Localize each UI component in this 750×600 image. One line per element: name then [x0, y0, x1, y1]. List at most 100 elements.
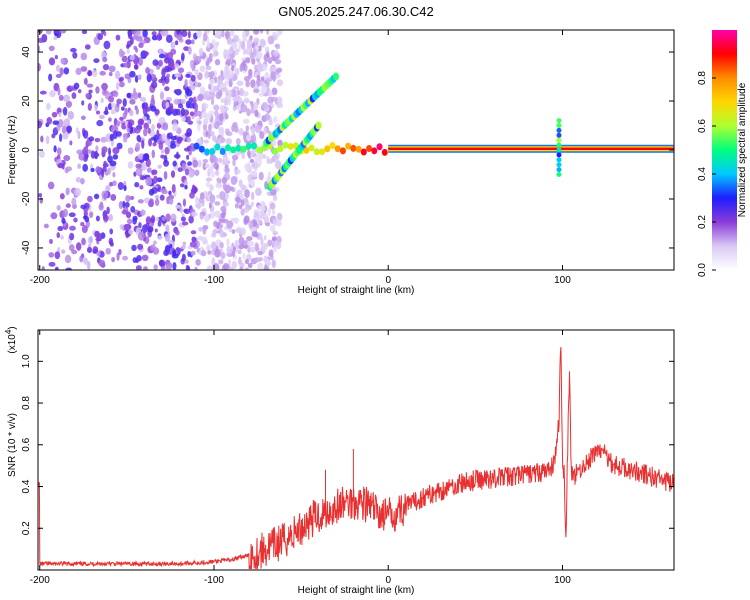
- spike-cell: [556, 152, 562, 158]
- spectrogram-noise-cell: [226, 36, 233, 45]
- spectrogram-noise-cell: [240, 208, 245, 216]
- spectrogram-noise-cell: [57, 162, 64, 169]
- spectrogram-noise-cell: [251, 160, 258, 170]
- spectrogram-noise-cell: [224, 156, 229, 166]
- spectrogram-noise-cell: [82, 163, 88, 172]
- spectrogram-noise-cell: [69, 140, 73, 146]
- spectrogram-noise-cell: [177, 67, 185, 74]
- spectrogram-noise-cell: [247, 262, 253, 269]
- spectrogram-noise-cell: [174, 63, 180, 69]
- spectrogram-noise-cell: [110, 194, 117, 201]
- spectrogram-noise-cell: [123, 223, 130, 231]
- spectrogram-noise-cell: [69, 232, 75, 241]
- spectrogram-noise-cell: [65, 203, 71, 208]
- svg-text:(x104): (x104): [4, 326, 18, 353]
- spectrogram-noise-cell: [264, 113, 271, 121]
- spectrogram-noise-cell: [122, 98, 127, 107]
- spectrogram-noise-cell: [137, 231, 145, 241]
- spectrogram-noise-cell: [199, 213, 204, 220]
- spectrogram-noise-cell: [252, 133, 257, 143]
- spectrogram-noise-cell: [143, 128, 148, 137]
- spectrogram-noise-cell: [215, 91, 222, 100]
- central-band-cell: [324, 145, 331, 153]
- spectrogram-noise-cell: [108, 65, 116, 73]
- spectrogram-noise-cell: [205, 181, 211, 188]
- spectrogram-noise-cell: [203, 139, 209, 144]
- spectrogram-noise-cell: [75, 67, 82, 76]
- spectrogram-y-ticks: -40 -20 0 20 40: [21, 46, 674, 255]
- spectrogram-noise-cell: [63, 118, 71, 128]
- snr-plot-area[interactable]: [38, 330, 674, 570]
- spectrogram-noise-cell: [161, 216, 166, 222]
- spectrogram-noise-cell: [180, 244, 186, 250]
- spectrogram-noise-cell: [199, 86, 206, 96]
- spectrogram-noise-cell: [38, 193, 43, 198]
- spectrogram-noise-cell: [131, 30, 136, 34]
- spectrogram-noise-cell: [197, 120, 202, 125]
- spectrogram-noise-cell: [212, 50, 216, 58]
- spectrogram-noise-cell: [56, 205, 61, 211]
- spectrogram-noise-cell: [195, 196, 199, 205]
- spectrogram-noise-cell: [220, 205, 227, 213]
- spectrogram-noise-cell: [276, 30, 281, 37]
- spectrogram-noise-cell: [73, 82, 80, 90]
- spectrogram-noise-cell: [116, 101, 120, 108]
- spectrogram-noise-cell: [246, 134, 252, 142]
- spectrogram-noise-cell: [210, 171, 216, 178]
- spectrogram-noise-cell: [206, 41, 211, 49]
- spectrogram-noise-cell: [208, 71, 215, 78]
- spectrogram-noise-cell: [140, 209, 146, 216]
- spectrogram-noise-cell: [231, 250, 236, 258]
- spectrogram-noise-cell: [246, 236, 253, 241]
- spectrogram-noise-cell: [135, 142, 141, 152]
- spectrogram-noise-cell: [174, 40, 179, 46]
- spectrogram-noise-cell: [214, 201, 221, 206]
- spectrogram-noise-cell: [88, 89, 93, 94]
- spectrogram-noise-cell: [222, 201, 230, 207]
- spectrogram-noise-cell: [257, 205, 262, 210]
- spectrogram-noise-cell: [188, 97, 194, 104]
- spectrogram-noise-cell: [187, 115, 192, 124]
- spectrogram-noise-cell: [105, 247, 112, 255]
- spectrogram-noise-cell: [169, 102, 174, 112]
- spectrogram-noise-cell: [220, 97, 225, 104]
- spectrogram-noise-cell: [257, 219, 263, 225]
- spectrogram-noise-cell: [134, 64, 138, 70]
- spectrogram-noise-cell: [184, 132, 192, 137]
- central-band-cell: [282, 141, 289, 149]
- spectrogram-noise-cell: [174, 229, 180, 236]
- spectrogram-noise-cell: [126, 92, 132, 99]
- spectrogram-noise-cell: [163, 249, 169, 257]
- spike-cell: [556, 137, 562, 143]
- spectrogram-noise-cell: [157, 164, 162, 169]
- spectrogram-noise-cell: [151, 94, 155, 103]
- spectrogram-noise-cell: [121, 55, 128, 63]
- central-band-cell: [277, 145, 284, 153]
- spectrogram-noise-cell: [70, 47, 77, 53]
- spectrogram-noise-cell: [45, 30, 52, 35]
- spectrogram-noise-cell: [46, 102, 51, 111]
- spectrogram-noise-cell: [213, 210, 221, 218]
- spectrogram-noise-cell: [238, 97, 243, 106]
- spectrogram-noise-cell: [275, 43, 281, 50]
- spectrogram-noise-cell: [109, 228, 114, 235]
- central-band-cell: [350, 144, 357, 152]
- spectrogram-noise-cell: [57, 119, 64, 128]
- spectrogram-noise-cell: [62, 106, 68, 116]
- spectrogram-noise-cell: [276, 67, 283, 73]
- spectrogram-noise-cell: [234, 48, 239, 56]
- spectrogram-noise-cell: [56, 232, 61, 239]
- spectrogram-noise-cell: [177, 167, 183, 173]
- spectrogram-noise-cell: [103, 31, 107, 37]
- chirp-cell: [332, 72, 339, 81]
- spectrogram-noise-cell: [132, 87, 137, 96]
- spectrogram-noise-cell: [151, 123, 155, 132]
- spectrogram-noise-cell: [80, 177, 85, 185]
- snr-y-tick-label: 0.4: [21, 479, 32, 493]
- spectrogram-noise-cell: [38, 37, 45, 44]
- spectrogram-noise-cell: [86, 246, 93, 254]
- spectrogram-noise-cell: [122, 112, 127, 120]
- spectrogram-noise-cell: [129, 195, 135, 201]
- spectrogram-noise-cell: [100, 232, 106, 239]
- spectrogram-noise-cell: [272, 73, 276, 82]
